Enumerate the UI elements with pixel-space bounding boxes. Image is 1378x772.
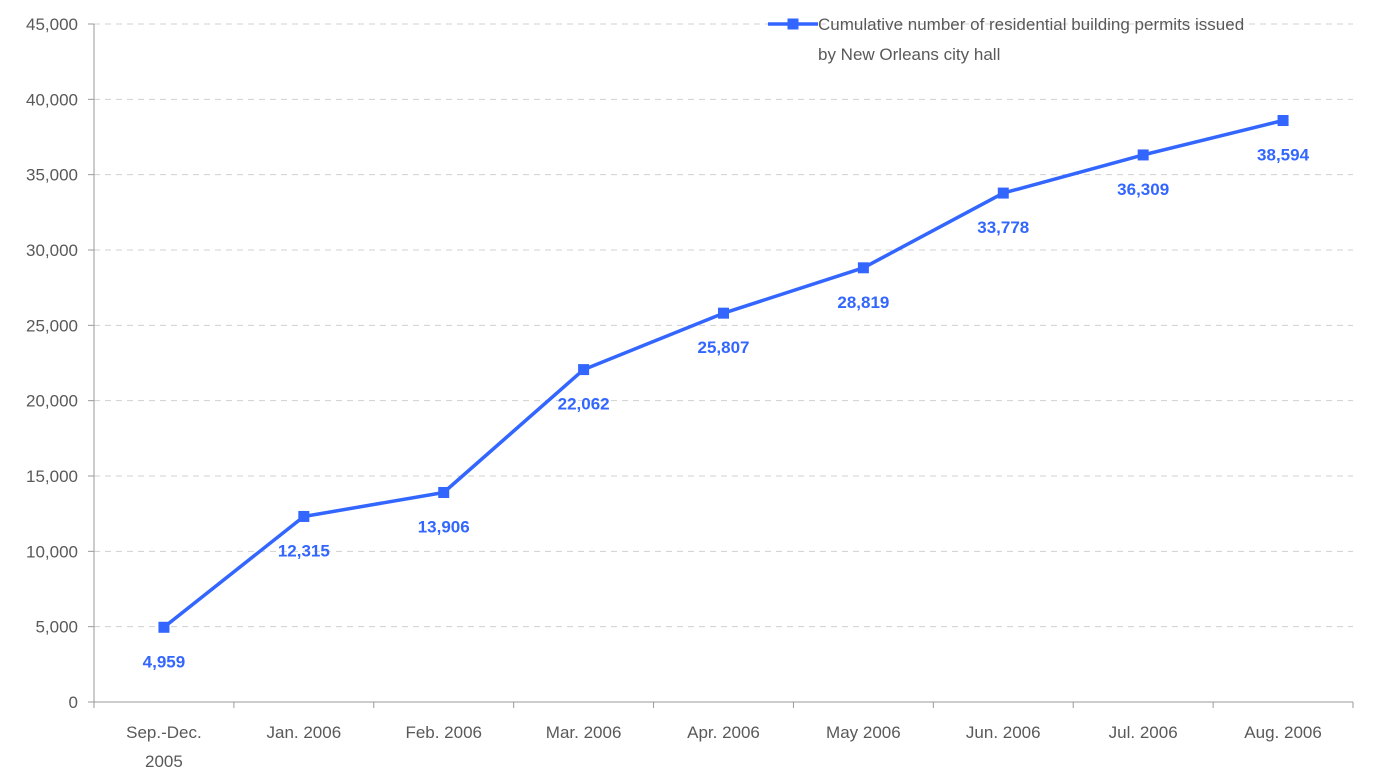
- data-point-marker: [857, 262, 869, 274]
- gridlines: [94, 23, 1353, 628]
- legend-label: Cumulative number of residential buildin…: [818, 15, 1244, 34]
- x-tick-label: Sep.-Dec.: [126, 723, 202, 742]
- data-label: 38,594: [1257, 146, 1310, 165]
- x-tick-label: Aug. 2006: [1244, 723, 1322, 742]
- y-tick-label: 5,000: [35, 618, 78, 637]
- data-point-marker: [1277, 115, 1289, 127]
- series-markers: [158, 115, 1289, 633]
- y-axis-tick-labels: 0 5,000 10,000 15,000 20,000 25,000 30,000 35,0…: [26, 15, 78, 712]
- y-tick-label: 25,000: [26, 316, 78, 335]
- data-label: 25,807: [698, 338, 750, 357]
- y-tick-label: 30,000: [26, 241, 78, 260]
- x-tick-label: Mar. 2006: [546, 723, 622, 742]
- data-label: 22,062: [558, 395, 610, 414]
- data-labels: 4,959 12,315 13,906 22,062 25,807 28,819 33,77…: [143, 146, 1310, 672]
- legend-label: by New Orleans city hall: [818, 45, 1000, 64]
- x-axis-tick-labels: Sep.-Dec. 2005 Jan. 2006 Feb. 2006 Mar. 2006…: [126, 723, 1322, 771]
- legend-marker-swatch: [787, 18, 799, 30]
- y-tick-label: 45,000: [26, 15, 78, 34]
- data-point-marker: [578, 364, 590, 376]
- data-label: 13,906: [418, 517, 470, 536]
- data-point-marker: [718, 307, 729, 319]
- data-label: 36,309: [1117, 180, 1169, 199]
- y-tick-label: 0: [69, 693, 78, 712]
- data-label: 12,315: [278, 541, 330, 560]
- x-tick-label: Apr. 2006: [687, 723, 760, 742]
- data-label: 4,959: [143, 652, 186, 671]
- y-tick-label: 40,000: [26, 90, 78, 109]
- data-point-marker: [438, 486, 450, 498]
- data-label: 28,819: [837, 293, 889, 312]
- legend: Cumulative number of residential buildin…: [768, 15, 1244, 64]
- x-tick-label: Jan. 2006: [266, 723, 341, 742]
- data-point-marker: [298, 510, 310, 522]
- x-tick-label: May 2006: [826, 723, 901, 742]
- y-tick-label: 10,000: [26, 542, 78, 561]
- data-point-marker: [158, 621, 170, 633]
- x-tick-label: Feb. 2006: [405, 723, 482, 742]
- x-tick-label: Jul. 2006: [1109, 723, 1178, 742]
- y-tick-label: 20,000: [26, 392, 78, 411]
- y-tick-label: 35,000: [26, 166, 78, 185]
- x-tick-label: 2005: [145, 752, 183, 771]
- data-point-marker: [997, 187, 1009, 199]
- x-tick-label: Jun. 2006: [966, 723, 1041, 742]
- data-label: 33,778: [977, 218, 1029, 237]
- data-point-marker: [1137, 149, 1149, 161]
- y-tick-label: 15,000: [26, 467, 78, 486]
- axes: [88, 23, 1354, 708]
